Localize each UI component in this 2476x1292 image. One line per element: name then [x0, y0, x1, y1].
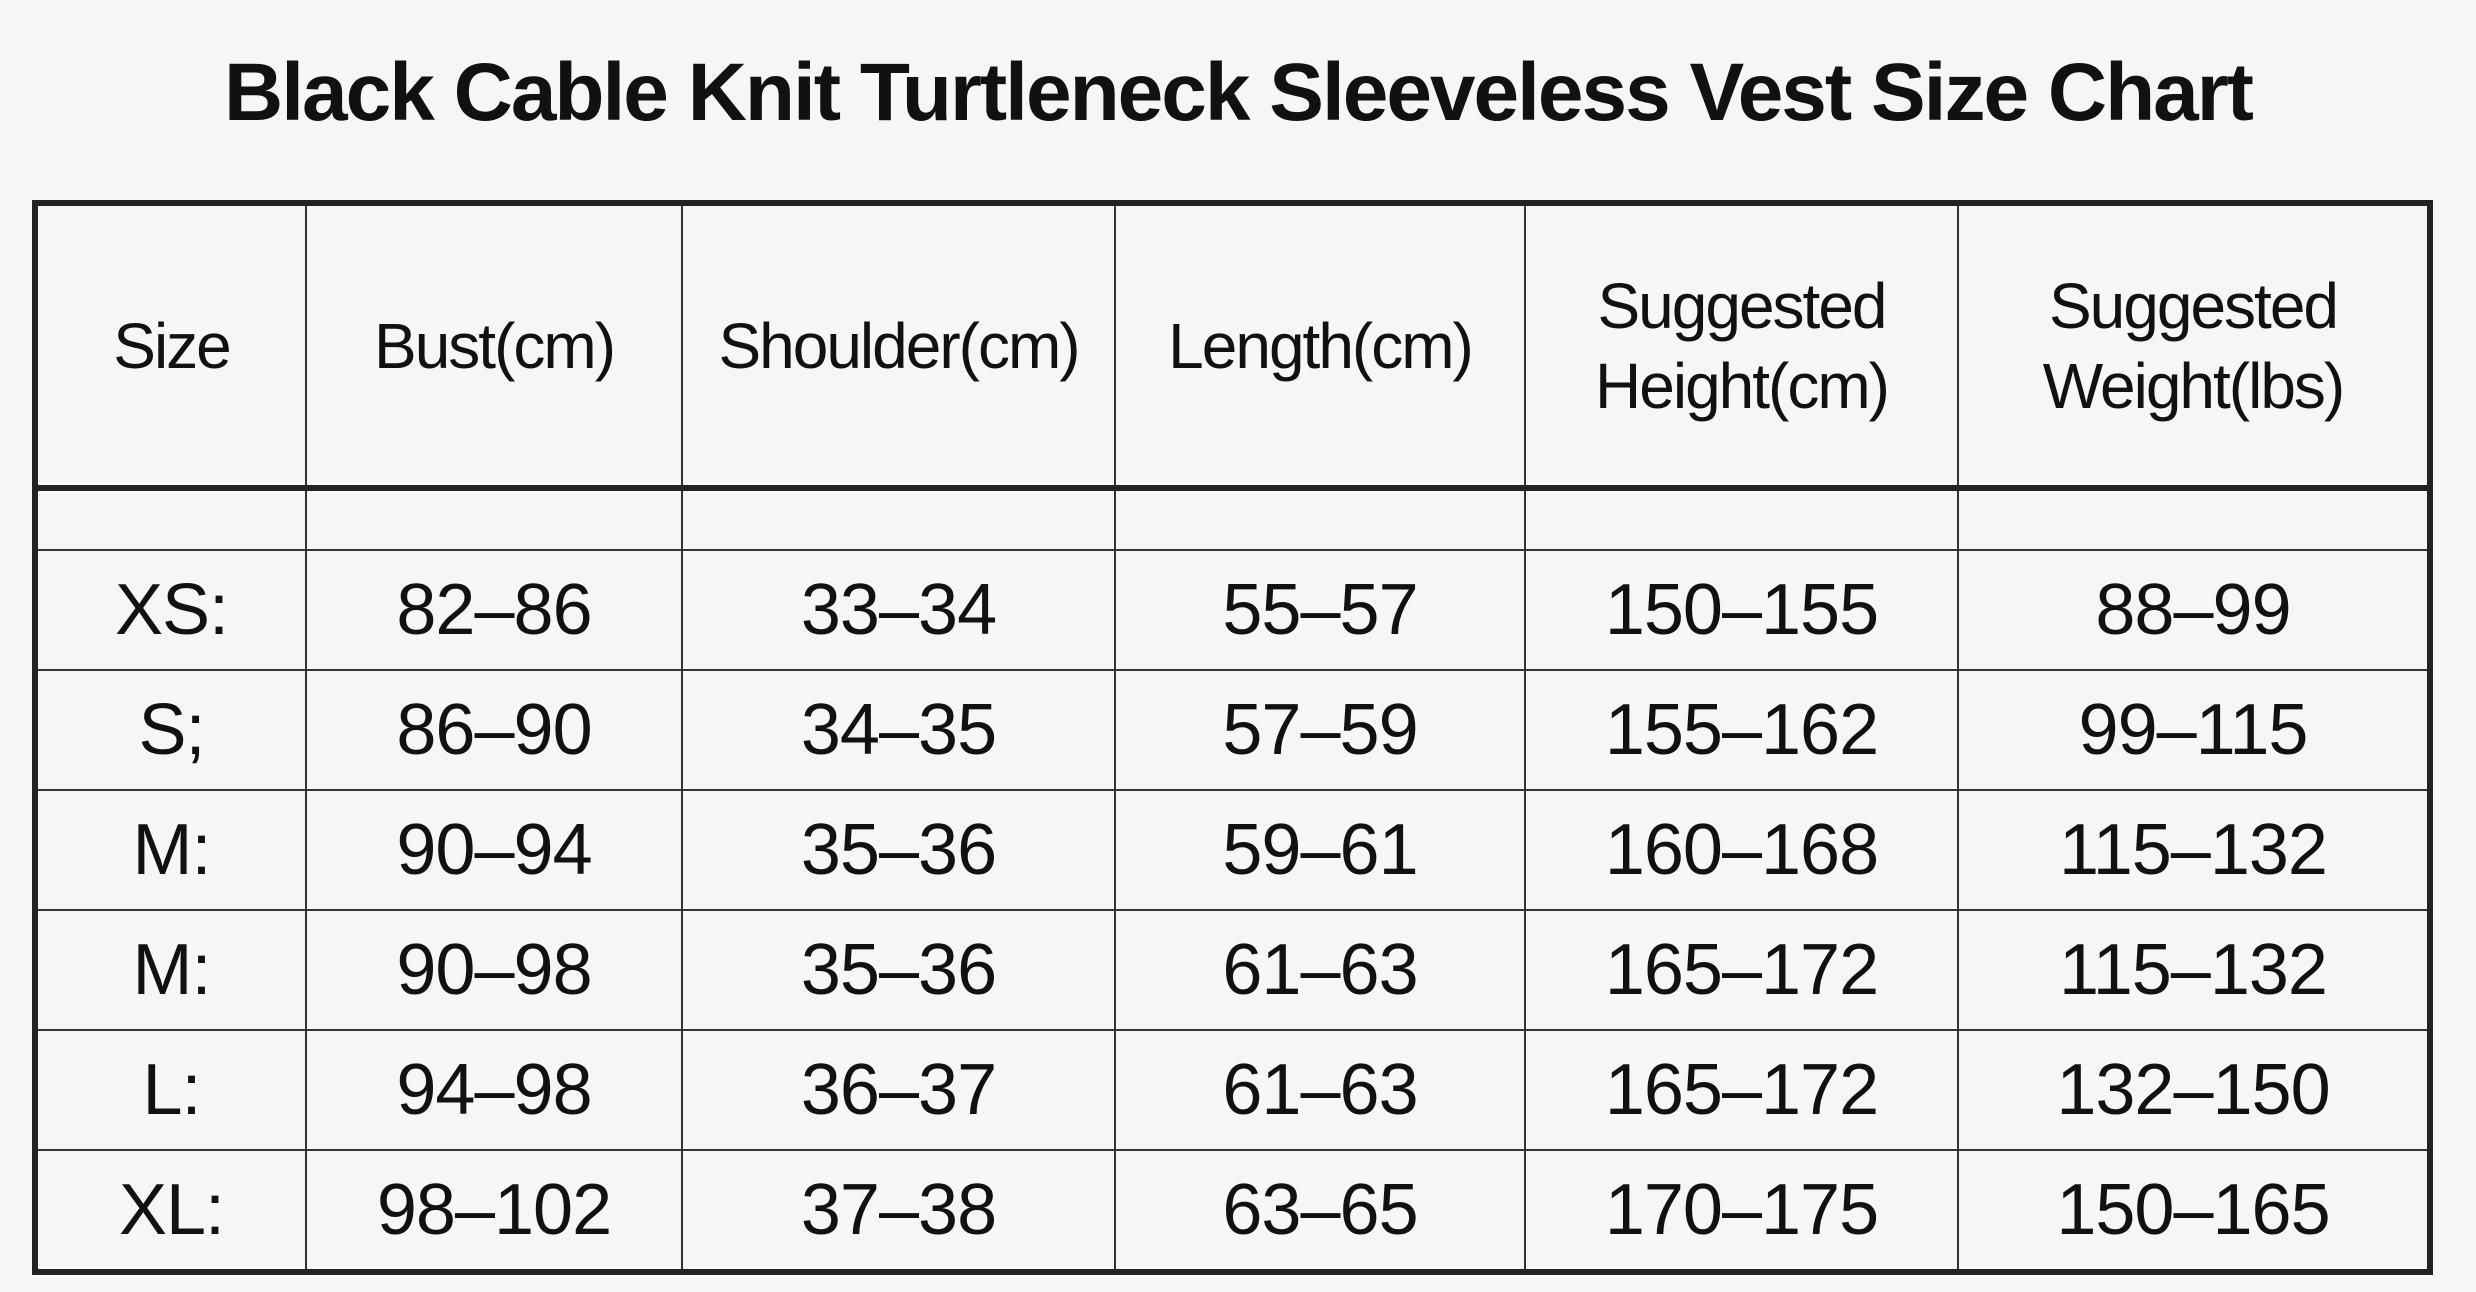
column-header: Suggested Height(cm): [1524, 202, 1959, 491]
table-cell: 90–94: [305, 789, 683, 911]
table-cell: 170–175: [1524, 1149, 1959, 1273]
column-header: Shoulder(cm): [681, 202, 1116, 491]
spacer-row: [34, 487, 2431, 551]
column-header-text: Length(cm): [1168, 309, 1474, 382]
table-cell: 61–63: [1114, 909, 1526, 1031]
table-cell: M:: [34, 789, 307, 911]
table-cell: 36–37: [681, 1029, 1116, 1151]
table-cell: 115–132: [1957, 909, 2431, 1031]
column-header-text: Suggested Height(cm): [1595, 269, 1890, 422]
column-header-text: Size: [113, 309, 231, 382]
table-cell: 165–172: [1524, 909, 1959, 1031]
table-cell: S;: [34, 669, 307, 791]
table-body: XS: 82–86 33–34 55–57 150–155 88–99 S; 86–90 34–…: [34, 487, 2431, 1273]
table-row: M: 90–98 35–36 61–63 165–172 115–132: [34, 909, 2431, 1031]
table-cell: 99–115: [1957, 669, 2431, 791]
table-cell: 132–150: [1957, 1029, 2431, 1151]
table-cell: 82–86: [305, 549, 683, 671]
table-cell: 150–165: [1957, 1149, 2431, 1273]
table-cell: 155–162: [1524, 669, 1959, 791]
column-header: Length(cm): [1114, 202, 1526, 491]
table-cell: XS:: [34, 549, 307, 671]
table-cell: L:: [34, 1029, 307, 1151]
header-row: Size Bust(cm) Shoulder(cm) Length(cm) Sugges…: [34, 202, 2431, 491]
table-cell: 98–102: [305, 1149, 683, 1273]
table-cell: 160–168: [1524, 789, 1959, 911]
column-header: Size: [34, 202, 307, 491]
table-cell: 61–63: [1114, 1029, 1526, 1151]
table-cell: 37–38: [681, 1149, 1116, 1273]
table-cell: 150–155: [1524, 549, 1959, 671]
column-header-text: Suggested Weight(lbs): [2042, 269, 2345, 422]
table-cell: 35–36: [681, 789, 1116, 911]
table-cell: XL:: [34, 1149, 307, 1273]
size-table: Size Bust(cm) Shoulder(cm) Length(cm) Sugges…: [32, 200, 2433, 1275]
table-row: L: 94–98 36–37 61–63 165–172 132–150: [34, 1029, 2431, 1151]
table-row: XL: 98–102 37–38 63–65 170–175 150–165: [34, 1149, 2431, 1273]
table-cell: 57–59: [1114, 669, 1526, 791]
table-row: M: 90–94 35–36 59–61 160–168 115–132: [34, 789, 2431, 911]
table-cell: M:: [34, 909, 307, 1031]
column-header: Bust(cm): [305, 202, 683, 491]
column-header-text: Bust(cm): [374, 309, 616, 382]
table-cell: 88–99: [1957, 549, 2431, 671]
table-cell: 86–90: [305, 669, 683, 791]
table-cell: 165–172: [1524, 1029, 1959, 1151]
column-header: Suggested Weight(lbs): [1957, 202, 2431, 491]
table-cell: 55–57: [1114, 549, 1526, 671]
table-cell: 35–36: [681, 909, 1116, 1031]
table-cell: 115–132: [1957, 789, 2431, 911]
table-cell: 63–65: [1114, 1149, 1526, 1273]
table-cell: 34–35: [681, 669, 1116, 791]
column-header-text: Shoulder(cm): [718, 309, 1080, 382]
table-cell: 59–61: [1114, 789, 1526, 911]
table-row: XS: 82–86 33–34 55–57 150–155 88–99: [34, 549, 2431, 671]
title: Black Cable Knit Turtleneck Sleeveless V…: [224, 47, 2254, 138]
table-cell: 33–34: [681, 549, 1116, 671]
table-cell: 94–98: [305, 1029, 683, 1151]
table-row: S; 86–90 34–35 57–59 155–162 99–115: [34, 669, 2431, 791]
table-cell: 90–98: [305, 909, 683, 1031]
